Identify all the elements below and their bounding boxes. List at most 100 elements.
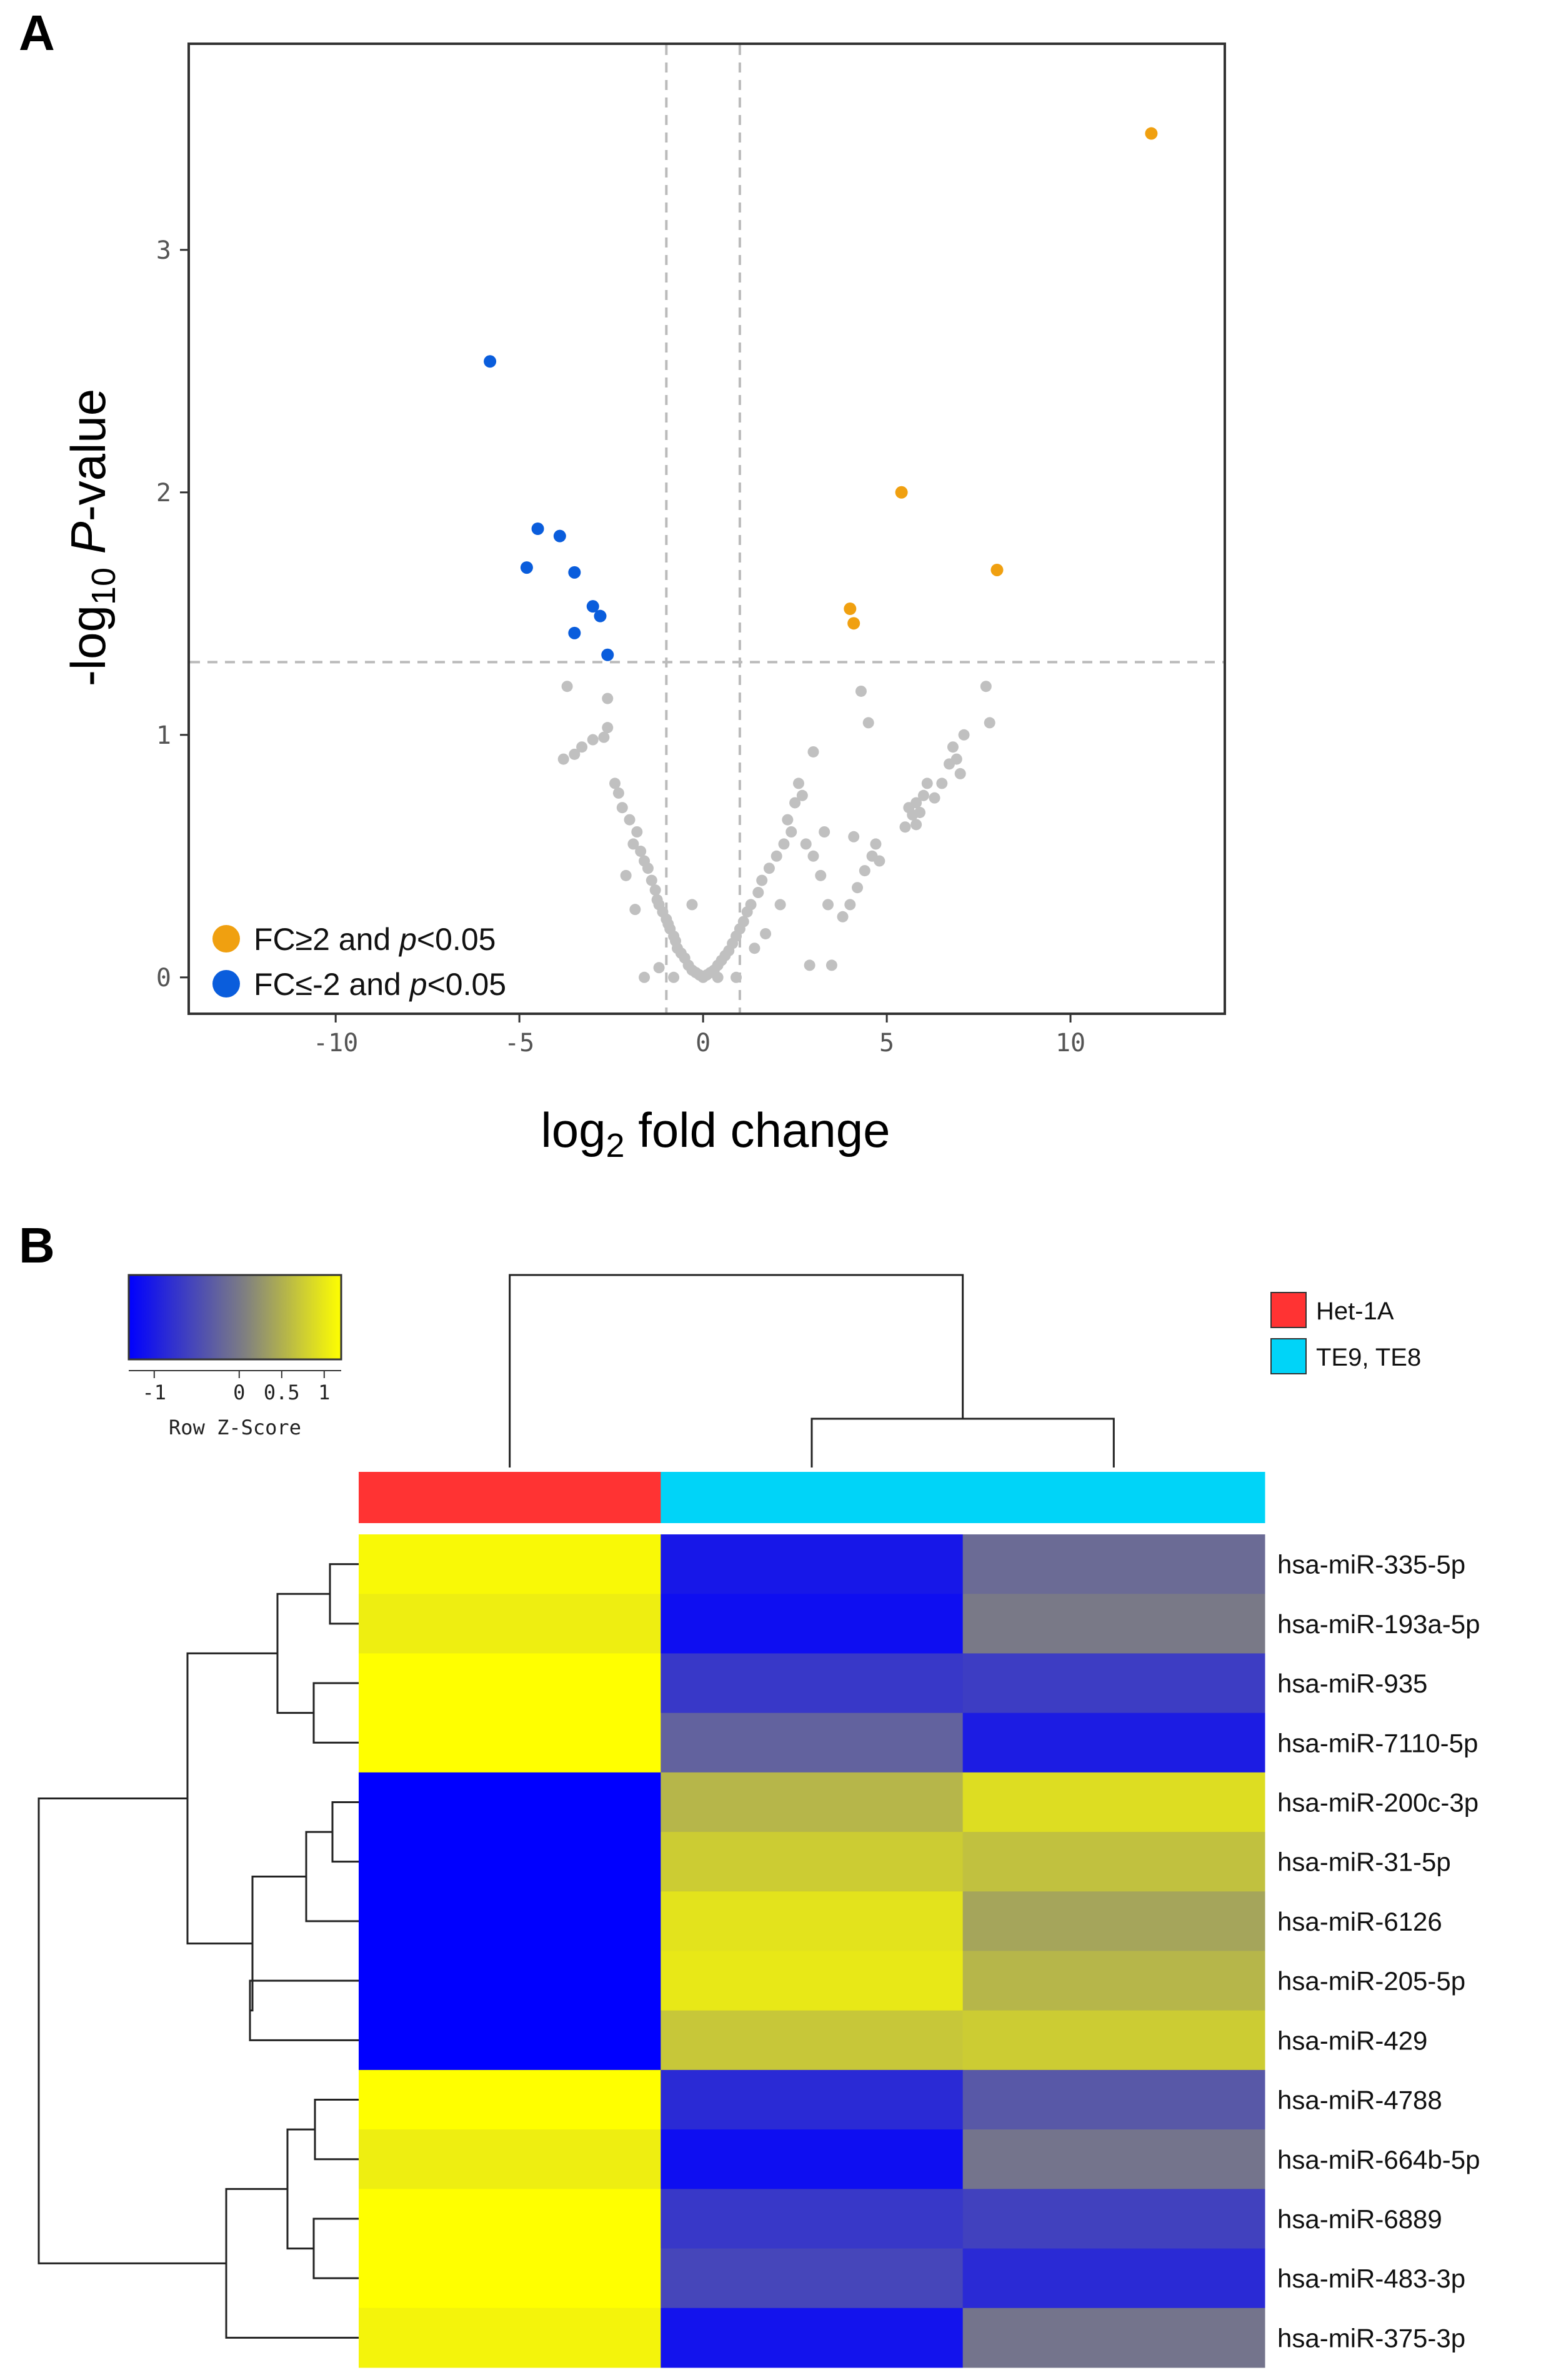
point-down-4 [568, 566, 581, 579]
x-axis-title: log2 fold change [541, 1102, 890, 1164]
point-ns-69 [859, 865, 870, 877]
color-key-tick-label-2: 0.5 [264, 1381, 300, 1404]
cell-5-1 [661, 1832, 964, 1892]
cell-2-0 [359, 1653, 661, 1714]
group-legend: Het-1A TE9, TE8 [1270, 1292, 1421, 1374]
point-ns-59 [807, 850, 819, 862]
point-ns-48 [752, 887, 764, 898]
point-ns-8 [609, 778, 621, 789]
x-axis-ticks: -10 -5 0 5 10 [313, 1014, 1085, 1058]
point-down-7 [568, 626, 581, 639]
cell-12-1 [661, 2248, 964, 2309]
cell-6-1 [661, 1891, 964, 1951]
row-dendro-n01 [329, 1563, 359, 1625]
y-tick-label-3: 3 [156, 236, 171, 265]
cell-10-0 [359, 2129, 661, 2189]
point-ns-6 [602, 722, 614, 734]
point-ns-10 [612, 787, 624, 799]
point-ns-72 [874, 855, 885, 867]
cell-3-1 [661, 1712, 964, 1773]
row-label-11: hsa-miR-6889 [1277, 2204, 1442, 2234]
cell-0-1 [661, 1534, 964, 1594]
row-dendro-n03 [276, 1592, 330, 1714]
point-ns-68 [852, 882, 864, 894]
col-dendro-root [509, 1274, 964, 1468]
point-up-3 [844, 602, 857, 616]
row-label-7: hsa-miR-205-5p [1277, 1966, 1465, 1996]
row-label-5: hsa-miR-31-5p [1277, 1848, 1451, 1877]
cell-5-0 [359, 1832, 661, 1892]
point-ns-17 [646, 874, 657, 886]
cell-5-2 [962, 1832, 1265, 1892]
point-ns-87 [947, 741, 959, 753]
legend-swatch-0 [212, 925, 240, 952]
color-key: -1 0 0.5 1 Row Z-Score [127, 1274, 342, 1439]
point-up-1 [895, 486, 908, 499]
cell-1-1 [661, 1594, 964, 1654]
point-ns-81 [917, 789, 929, 801]
point-ns-18 [649, 884, 661, 896]
row-dendro-n78 [249, 1979, 359, 2041]
cell-2-1 [661, 1653, 964, 1714]
color-key-tick-label-3: 1 [318, 1381, 330, 1404]
point-ns-1 [602, 692, 614, 704]
row-dendro-n48 [250, 1875, 306, 2012]
point-ns-54 [782, 814, 794, 826]
col-dendro-branch-te [810, 1418, 1115, 1468]
cell-1-2 [962, 1594, 1265, 1654]
point-ns-13 [627, 838, 639, 850]
x-tick-label-2: 0 [696, 1029, 711, 1058]
point-ns-12 [631, 826, 643, 838]
row-dendro-n23 [312, 1682, 359, 1744]
point-up-2 [990, 563, 1004, 576]
group-legend-label-1: TE9, TE8 [1316, 1344, 1421, 1371]
point-ns-88 [954, 768, 966, 779]
row-label-3: hsa-miR-7110-5p [1277, 1728, 1478, 1758]
row-label-2: hsa-miR-935 [1277, 1669, 1427, 1698]
point-ns-63 [822, 899, 834, 911]
group-color-bar [359, 1472, 1265, 1523]
point-ns-93 [639, 971, 651, 983]
row-label-4: hsa-miR-200c-3p [1277, 1788, 1479, 1817]
point-ns-76 [899, 821, 911, 833]
y-tick-label-0: 0 [156, 964, 171, 992]
point-ns-45 [737, 916, 749, 928]
cell-11-2 [962, 2189, 1265, 2249]
point-ns-83 [910, 819, 922, 831]
point-down-5 [586, 600, 599, 613]
point-ns-51 [771, 850, 782, 862]
y-tick-label-2: 2 [156, 479, 171, 508]
color-key-gradient [127, 1274, 342, 1361]
point-ns-66 [837, 911, 849, 922]
point-ns-103 [629, 904, 641, 916]
cell-13-0 [359, 2308, 661, 2368]
row-dendro-n910 [314, 2099, 359, 2161]
row-label-10: hsa-miR-664b-5p [1277, 2145, 1480, 2174]
cell-3-2 [962, 1712, 1265, 1773]
point-ns-14 [635, 846, 647, 858]
point-ns-55 [789, 797, 801, 809]
group-bar-col-2 [962, 1472, 1265, 1523]
point-ns-62 [819, 826, 830, 838]
y-axis-title: -log10 P-value [61, 389, 122, 686]
point-ns-47 [745, 899, 757, 911]
point-ns-74 [855, 685, 867, 697]
group-legend-swatch-0 [1270, 1292, 1307, 1328]
row-label-8: hsa-miR-429 [1277, 2026, 1427, 2055]
cell-2-2 [962, 1653, 1265, 1714]
cell-10-1 [661, 2129, 964, 2189]
row-label-13: hsa-miR-375-3p [1277, 2323, 1465, 2352]
point-down-0 [484, 355, 497, 368]
cell-0-2 [962, 1534, 1265, 1594]
point-ns-73 [848, 831, 860, 842]
row-labels: hsa-miR-335-5p hsa-miR-193a-5p hsa-miR-935… [1277, 1550, 1480, 2353]
point-ns-98 [668, 971, 680, 983]
row-label-6: hsa-miR-6126 [1277, 1907, 1442, 1936]
point-ns-100 [774, 899, 786, 911]
cell-10-2 [962, 2129, 1265, 2189]
point-up-0 [1145, 127, 1158, 140]
cell-8-2 [962, 2010, 1265, 2071]
row-dendro-n08 [186, 1652, 277, 1945]
row-label-0: hsa-miR-335-5p [1277, 1550, 1465, 1579]
group-legend-label-0: Het-1A [1316, 1298, 1394, 1325]
